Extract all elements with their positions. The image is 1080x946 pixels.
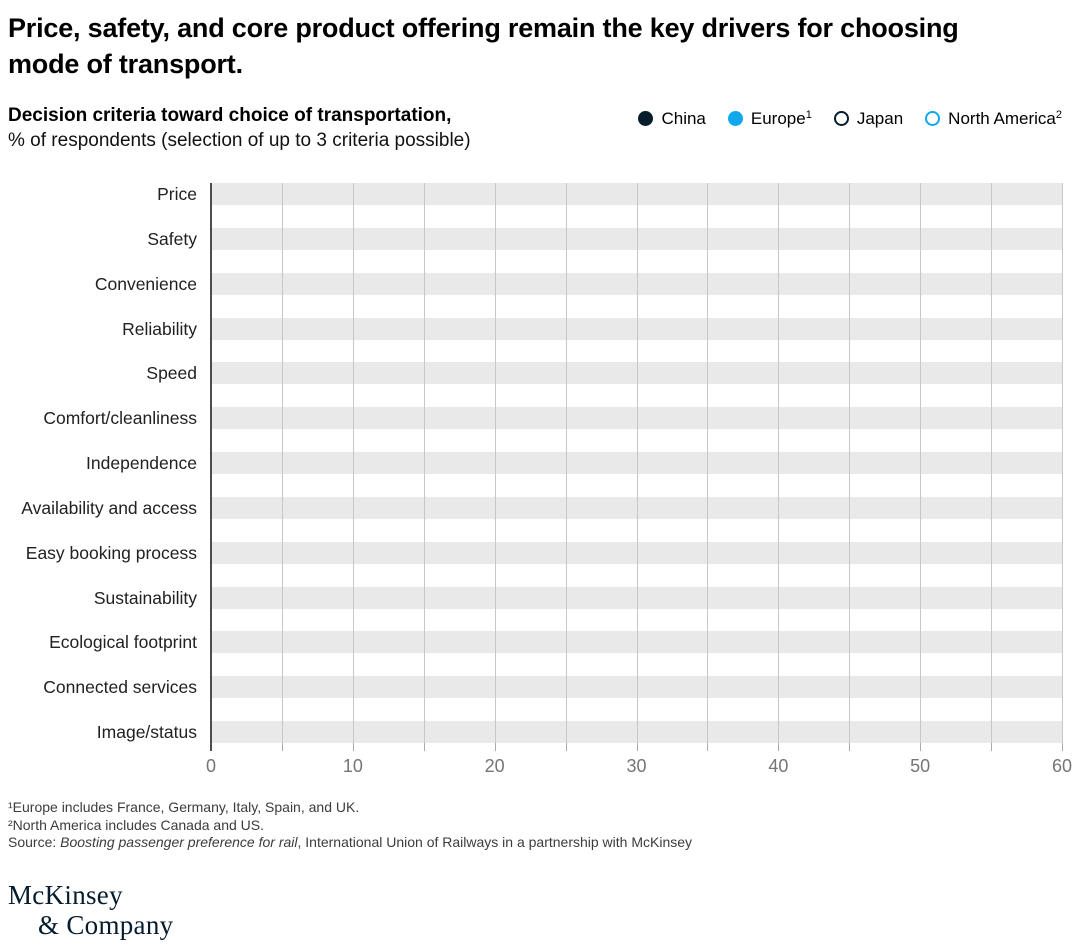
legend-label: China: [661, 109, 706, 128]
legend-item: Europe 1: [727, 109, 812, 129]
category-label: Safety: [147, 228, 197, 249]
source-prefix: Source:: [8, 834, 61, 850]
category-label: Availability and access: [21, 497, 197, 518]
legend-label: North America: [948, 109, 1056, 128]
legend-item: China: [638, 109, 706, 129]
axis-tick: [991, 743, 993, 751]
page-title: Price, safety, and core product offering…: [8, 13, 959, 79]
chart-subtitle-unit: % of respondents (selection of up to 3 c…: [8, 130, 471, 151]
filled-circle-icon: [638, 111, 654, 126]
chart-subtitle: Decision criteria toward choice of trans…: [8, 104, 471, 153]
mckinsey-logo: McKinsey & Company: [8, 880, 1062, 940]
legend-item: North America 2: [925, 109, 1062, 129]
gridline: [636, 183, 638, 743]
category-label: Sustainability: [93, 587, 197, 608]
plot-column: 0 10 20 30 40 50 60: [206, 183, 1072, 777]
y-axis-line: [210, 183, 212, 743]
logo-line-2: & Company: [38, 909, 174, 940]
legend-footnote-marker: 1: [805, 109, 812, 121]
gridline: [423, 183, 425, 743]
axis-tick: [494, 743, 496, 751]
legend-label: Japan: [856, 109, 904, 128]
axis-tick: [636, 743, 638, 751]
filled-circle-icon: [727, 111, 743, 126]
axis-tick: [352, 743, 354, 751]
x-tick-label: 10: [342, 756, 363, 776]
x-tick-label: 60: [1051, 756, 1073, 776]
x-tick-label: 0: [205, 756, 217, 776]
horizontal-bar-chart: Price Safety Convenience Reliability Speed Co…: [8, 183, 1072, 777]
gridline: [707, 183, 709, 743]
axis-tick: [849, 743, 851, 751]
category-label: Price: [157, 184, 197, 204]
gridline: [281, 183, 283, 743]
x-tick-label: 40: [768, 756, 789, 776]
category-label: Speed: [146, 363, 197, 384]
category-label: Comfort/cleanliness: [43, 408, 197, 429]
x-tick-label: 20: [484, 756, 505, 776]
axis-tick: [1062, 743, 1063, 751]
footnote-north-america: ²North America includes Canada and US.: [8, 816, 265, 833]
category-label: Convenience: [94, 273, 197, 294]
gridline: [991, 183, 993, 743]
category-label: Independence: [86, 453, 197, 473]
legend-footnote-marker: 2: [1055, 109, 1062, 121]
category-label: Reliability: [122, 318, 197, 339]
gridline: [494, 183, 496, 743]
axis-tick: [920, 743, 922, 751]
x-axis-ticks: [210, 743, 1063, 751]
chart-subtitle-main: Decision criteria toward choice of trans…: [8, 105, 452, 126]
gridline: [1062, 183, 1063, 743]
source-rest: , International Union of Railways in a p…: [297, 834, 693, 850]
footnotes: ¹Europe includes France, Germany, Italy,…: [8, 799, 1062, 852]
category-label: Connected services: [43, 677, 197, 698]
gridline: [778, 183, 780, 743]
plot-area: [210, 183, 1063, 743]
open-circle-icon: [925, 111, 941, 126]
category-label: Image/status: [96, 722, 197, 742]
x-tick-label: 30: [626, 756, 647, 776]
y-axis-labels: Price Safety Convenience Reliability Speed Co…: [8, 183, 211, 743]
legend-label: Europe: [750, 109, 806, 128]
category-label: Ecological footprint: [49, 632, 197, 653]
axis-tick: [565, 743, 567, 751]
axis-tick: [778, 743, 780, 751]
axis-tick: [281, 743, 283, 751]
category-label: Easy booking process: [25, 542, 197, 563]
footnote-europe: ¹Europe includes France, Germany, Italy,…: [8, 799, 360, 815]
gridline: [849, 183, 851, 743]
axis-tick: [707, 743, 709, 751]
subhead-row: Decision criteria toward choice of trans…: [8, 104, 1062, 153]
x-axis-tick-labels: 0 10 20 30 40 50 60: [206, 756, 1072, 777]
source-report-title: Boosting passenger preference for rail: [60, 834, 298, 850]
gridline: [565, 183, 567, 743]
axis-tick: [210, 743, 212, 751]
legend: China Europe 1 Japan North America 2: [638, 109, 1062, 129]
source-line: Source: Boosting passenger preference fo…: [8, 834, 1062, 852]
gridline: [352, 183, 354, 743]
axis-tick: [423, 743, 425, 751]
logo-line-1: McKinsey: [8, 879, 123, 910]
open-circle-icon: [833, 111, 849, 126]
gridline: [920, 183, 922, 743]
x-tick-label: 50: [910, 756, 931, 776]
legend-item: Japan: [833, 109, 904, 129]
